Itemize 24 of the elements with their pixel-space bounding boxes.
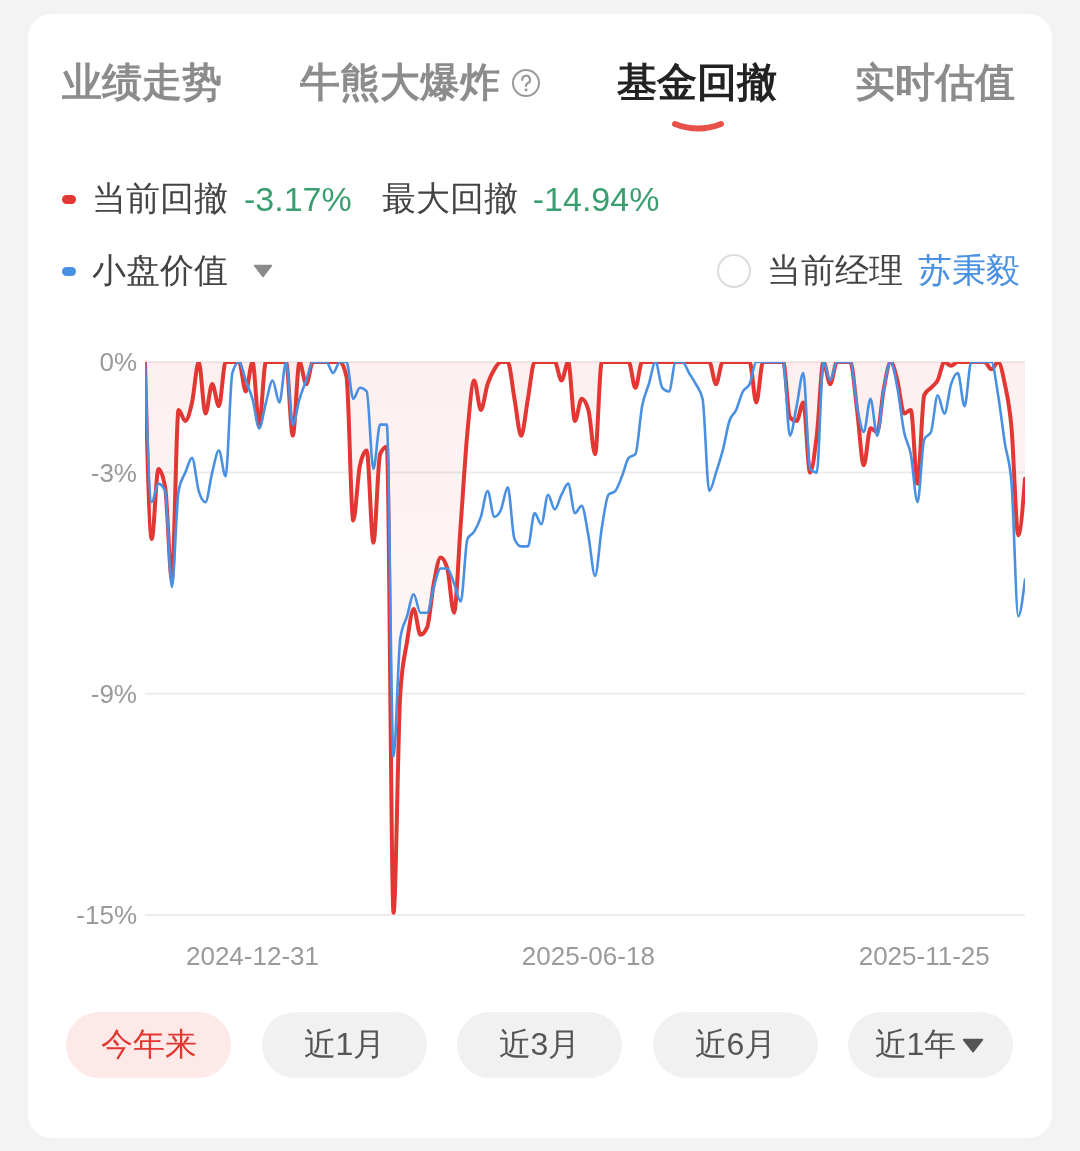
y-tick-label: 0% <box>99 347 137 378</box>
x-tick-label: 2024-12-31 <box>185 941 319 972</box>
text: 苏秉毅 <box>918 250 1020 291</box>
pill-button: 近3月 <box>457 1012 622 1078</box>
text: 牛熊大爆炸 <box>300 59 500 106</box>
line-series <box>145 362 1025 758</box>
y-tick-label: -3% <box>90 457 137 488</box>
legend-label: 小盘价值 <box>92 250 228 291</box>
x-tick-label: 2025-06-18 <box>521 941 655 972</box>
text: 基金回撤 <box>617 59 777 106</box>
pill-button: 近1月 <box>262 1012 427 1078</box>
text: 当前经理 <box>767 250 903 291</box>
text: 业绩走势 <box>62 59 222 106</box>
text: -14.94% <box>532 179 660 219</box>
pill-button: 今年来 <box>66 1012 231 1078</box>
x-tick-label: 2025-11-25 <box>858 941 990 972</box>
y-tick-label: -9% <box>90 679 137 710</box>
text: 最大回撤 <box>381 178 518 219</box>
pill-button: 近1年 <box>848 1012 1013 1078</box>
text: 实时估值 <box>855 59 1015 106</box>
text: -3.17% <box>244 179 352 219</box>
y-tick-label: -15% <box>76 900 137 931</box>
legend-label: 当前回撤 <box>92 178 228 219</box>
pill-button: 近6月 <box>653 1012 818 1078</box>
